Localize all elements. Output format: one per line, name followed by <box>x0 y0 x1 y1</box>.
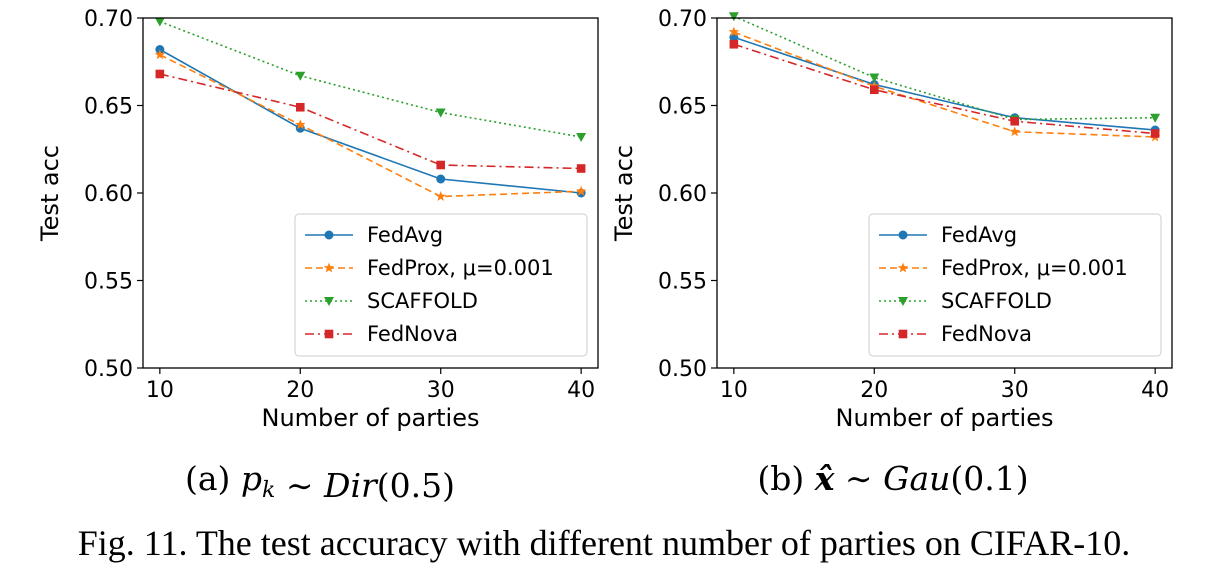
data-point <box>436 174 446 184</box>
data-point <box>728 26 740 37</box>
y-tick-label: 0.50 <box>84 357 133 382</box>
series-line <box>159 73 582 170</box>
y-tick-label: 0.60 <box>658 182 707 207</box>
x-tick-label: 30 <box>427 378 455 403</box>
legend: FedAvg FedProx, μ=0.001 SCAFFOLD FedNova <box>294 213 588 357</box>
legend-entry: SCAFFOLD <box>941 289 1052 313</box>
data-point <box>436 160 446 170</box>
y-axis-label: Test acc <box>610 145 638 242</box>
chart-panel-b: 0.50 0.55 0.60 0.65 0.70 10 20 30 40 Number of pa… <box>610 7 1173 498</box>
legend-entry: FedAvg <box>941 223 1017 247</box>
y-tick-label: 0.60 <box>84 182 133 207</box>
data-point <box>1010 116 1020 126</box>
legend-marker <box>897 262 909 273</box>
data-point <box>869 85 879 95</box>
x-axis-label: Number of parties <box>836 404 1054 432</box>
y-tick-label: 0.65 <box>84 95 133 120</box>
x-axis-label: Number of parties <box>262 404 480 432</box>
legend-entry: FedAvg <box>367 223 443 247</box>
series-fedavg <box>155 45 586 198</box>
series-line <box>159 48 582 194</box>
legend-entry: FedNova <box>367 322 458 346</box>
chart-panel-a: 0.50 0.55 0.60 0.65 0.70 10 20 30 40 Number of pa… <box>36 7 599 505</box>
series-fedprox <box>154 49 587 201</box>
data-point <box>1150 129 1160 138</box>
data-point <box>1150 113 1161 123</box>
data-point <box>869 73 880 83</box>
data-point <box>435 108 446 118</box>
figure-caption: Fig. 11. The test accuracy with differen… <box>78 523 1130 563</box>
y-tick-label: 0.70 <box>658 7 707 32</box>
series-line <box>733 43 1156 135</box>
legend-entry: SCAFFOLD <box>367 289 478 313</box>
y-tick-label: 0.50 <box>658 357 707 382</box>
plot-frame <box>142 17 599 369</box>
y-axis-label: Test acc <box>36 145 64 242</box>
subplot-caption: (a) pk ∼ Dir(0.5) <box>185 459 455 505</box>
series-fednova <box>729 39 1160 138</box>
x-tick-label: 10 <box>720 378 748 403</box>
data-point <box>295 119 306 130</box>
data-point <box>729 39 739 49</box>
legend-box <box>868 213 1162 357</box>
y-tick-label: 0.70 <box>84 7 133 32</box>
legend-entry: FedProx, μ=0.001 <box>367 256 554 280</box>
data-point <box>435 191 446 201</box>
data-point <box>576 164 586 173</box>
legend-entry: FedProx, μ=0.001 <box>941 256 1128 280</box>
subplot-caption: (b) x̂ ∼ Gau(0.1) <box>757 459 1028 498</box>
series-line <box>733 31 1156 138</box>
y-tick-label: 0.55 <box>84 270 133 295</box>
data-point <box>1009 126 1020 137</box>
data-point <box>575 185 587 196</box>
x-tick-label: 20 <box>286 378 314 403</box>
x-tick-label: 10 <box>146 378 174 403</box>
x-tick-label: 30 <box>1001 378 1029 403</box>
legend: FedAvg FedProx, μ=0.001 SCAFFOLD FedNova <box>868 213 1162 357</box>
series-line <box>733 15 1156 121</box>
x-tick-label: 40 <box>567 378 595 403</box>
series-fednova <box>155 69 586 173</box>
legend-box <box>294 213 588 357</box>
legend-marker <box>898 329 908 339</box>
data-point <box>295 71 306 81</box>
plot-frame <box>716 17 1173 369</box>
data-point <box>155 69 165 79</box>
data-point <box>154 49 166 60</box>
data-point <box>154 17 165 27</box>
data-point <box>728 12 739 22</box>
legend-marker <box>324 230 334 240</box>
series-scaffold <box>728 12 1161 125</box>
data-point <box>295 102 305 112</box>
legend-marker <box>324 329 334 339</box>
y-tick-label: 0.55 <box>658 270 707 295</box>
legend-marker <box>323 262 335 273</box>
y-tick-label: 0.65 <box>658 95 707 120</box>
legend-marker <box>898 297 908 306</box>
x-tick-label: 20 <box>860 378 888 403</box>
data-point <box>576 133 587 142</box>
series-line <box>733 36 1156 131</box>
series-scaffold <box>154 17 587 142</box>
series-line <box>159 20 582 138</box>
legend-marker <box>898 230 908 240</box>
x-tick-label: 40 <box>1141 378 1169 403</box>
legend-marker <box>324 297 334 306</box>
series-line <box>159 54 582 198</box>
legend-entry: FedNova <box>941 322 1032 346</box>
